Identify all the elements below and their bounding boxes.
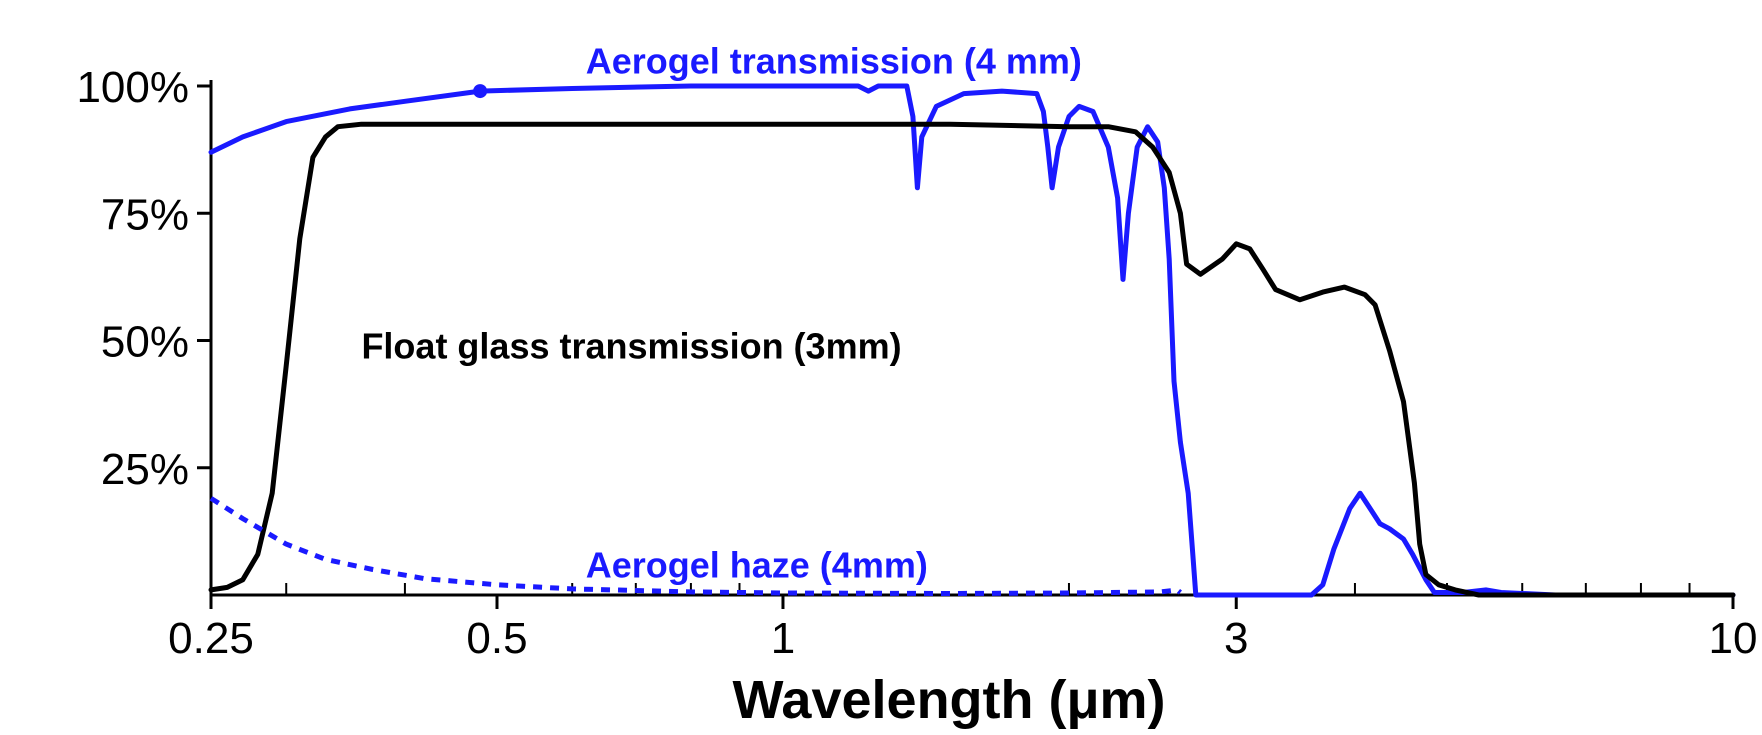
axes: 25% 50% 75% 100% 0.25 0.5 1 3 10 (76, 63, 1757, 663)
series-line-float-glass-transmission-3mm (208, 121, 1736, 598)
y-tick-label: 75% (101, 190, 189, 239)
series-label-float-glass-transmission-3mm: Float glass transmission (3mm) (361, 326, 901, 367)
series-layer (208, 83, 1736, 598)
series-labels: Aerogel transmission (4 mm) Float glass t… (361, 41, 1081, 586)
x-tick-label: 3 (1224, 614, 1248, 663)
y-tick-label: 50% (101, 318, 189, 367)
y-tick-label: 25% (101, 445, 189, 494)
series-line-aerogel-haze-4mm (209, 496, 1182, 596)
series-marker (473, 84, 488, 99)
y-tick-label: 100% (76, 63, 189, 112)
series-label-aerogel-haze-4mm: Aerogel haze (4mm) (586, 544, 928, 585)
x-tick-label: 0.5 (466, 614, 527, 663)
x-tick-label: 0.25 (168, 614, 254, 663)
series-line-aerogel-transmission-4-mm (208, 83, 1736, 598)
x-axis-title: Wavelength (μm) (732, 670, 1165, 730)
x-tick-label: 1 (771, 614, 795, 663)
x-tick-label: 10 (1709, 614, 1758, 663)
series-label-aerogel-transmission-4-mm: Aerogel transmission (4 mm) (586, 41, 1082, 82)
